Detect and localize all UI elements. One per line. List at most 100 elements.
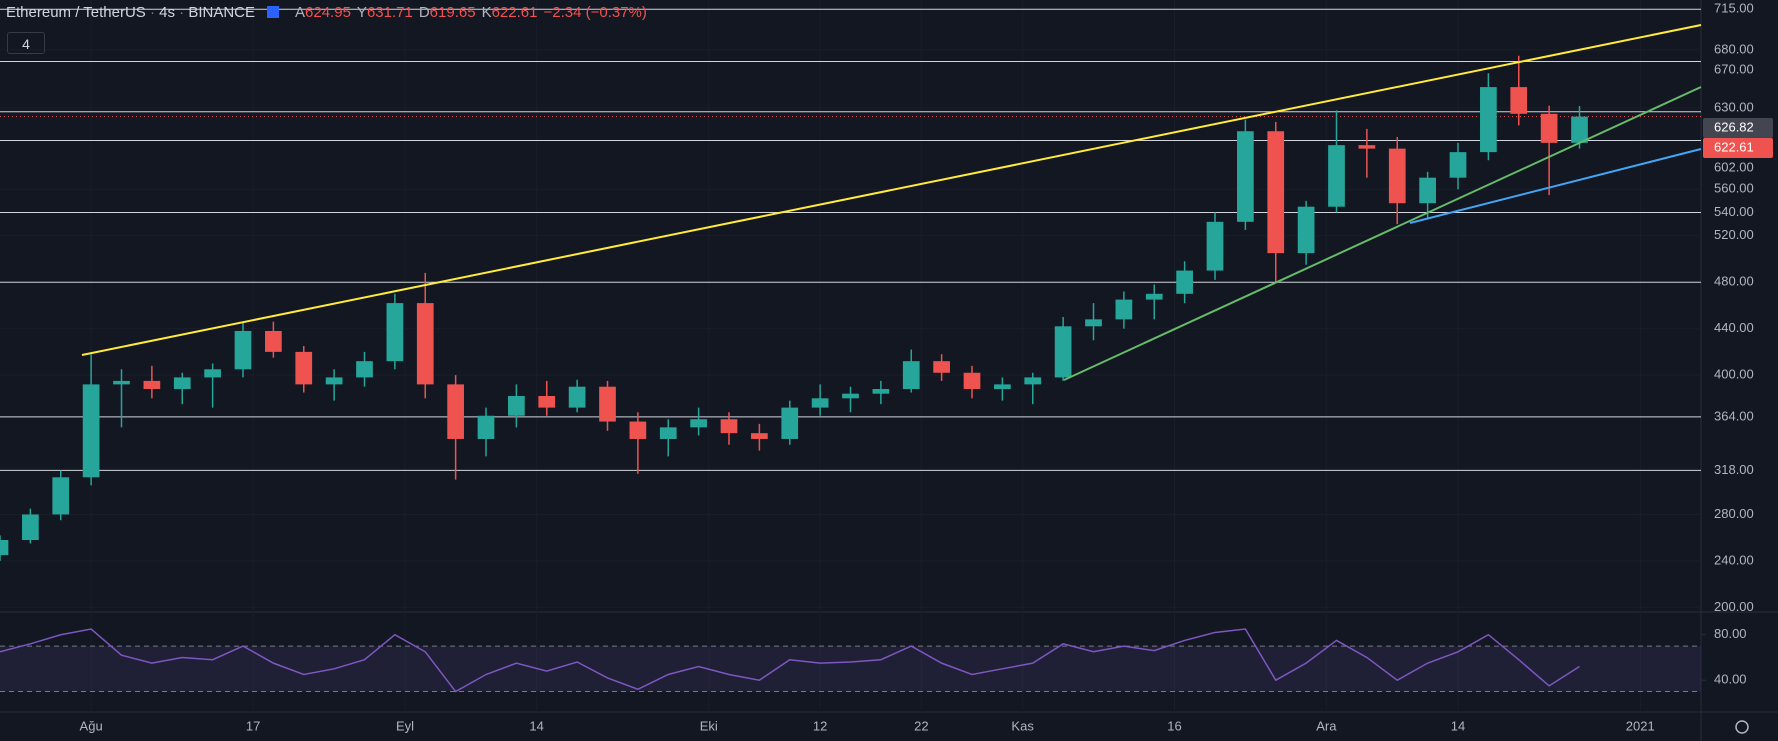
y-tick-label: 630.00 — [1714, 99, 1754, 114]
ohlc-value: 619.65 — [429, 4, 476, 21]
y-tick-label-group: 626.82 — [1703, 118, 1773, 138]
candle-body — [295, 351, 313, 385]
candle-body — [1540, 113, 1558, 143]
candle-body — [82, 384, 100, 478]
candle-body — [416, 303, 434, 385]
ohlc-key: Y — [356, 4, 367, 21]
y-tick-label-group: 630.00 — [1714, 99, 1754, 114]
candle-body — [811, 398, 829, 408]
candle-body — [52, 477, 70, 515]
y-tick-label-group: 602.00 — [1714, 159, 1754, 174]
y-tick-label: 715.00 — [1714, 1, 1754, 16]
x-tick-label: 16 — [1167, 718, 1181, 733]
candle-body — [1571, 116, 1588, 143]
ohlc-key: A — [295, 4, 306, 21]
ohlc-key: D — [418, 4, 430, 21]
y-tick-label: 364.00 — [1714, 408, 1754, 423]
settings-icon[interactable] — [1735, 720, 1749, 734]
candle-body — [1449, 152, 1467, 178]
x-tick-label: 14 — [1451, 718, 1465, 733]
y-tick-label-group: 680.00 — [1714, 41, 1754, 56]
candle-body — [325, 377, 343, 385]
y-tick-label: 240.00 — [1714, 552, 1754, 567]
y-tick-label: 520.00 — [1714, 227, 1754, 242]
candle-body — [902, 361, 920, 390]
candle-body — [386, 303, 404, 362]
candle-body — [204, 369, 221, 378]
interval: 4s — [159, 4, 175, 21]
candle-body — [1054, 326, 1072, 378]
y-tick-label-group: 318.00 — [1714, 462, 1754, 477]
y-tick-label: 200.00 — [1714, 599, 1754, 614]
price-tag — [1703, 118, 1773, 138]
candle-body — [1388, 148, 1406, 204]
y-tick-label-group: 480.00 — [1714, 274, 1754, 289]
candle-body — [1480, 87, 1497, 153]
candle-body — [659, 427, 677, 439]
indicator-line — [0, 628, 1580, 693]
candle-body — [1358, 145, 1376, 149]
candle-body — [173, 377, 191, 390]
candle-body — [1024, 377, 1042, 385]
indicator-toggle[interactable]: 4 — [7, 32, 45, 54]
price-axis: 200.00 240.00 280.00 400.00 440.00 520.00 560.… — [1703, 1, 1773, 614]
candle-body — [113, 380, 130, 385]
candle-body — [963, 372, 981, 390]
y-tick-label: 80.00 — [1714, 626, 1747, 641]
candle-body — [872, 389, 890, 394]
candle-body — [143, 380, 161, 390]
ohlc-value: 631.71 — [366, 4, 413, 21]
y-tick-label: 400.00 — [1714, 367, 1754, 382]
y-tick-label-group: 622.61 — [1703, 138, 1773, 158]
y-tick-label-group: 440.00 — [1714, 320, 1754, 335]
trend-line — [1409, 148, 1702, 224]
candle-body — [1267, 131, 1285, 254]
y-tick-label-group: 715.00 — [1714, 1, 1754, 16]
candle-body — [1115, 299, 1133, 320]
candle-body — [356, 361, 373, 378]
price-tag — [1703, 138, 1773, 158]
candle-body — [1176, 270, 1193, 294]
x-tick-label: Kas — [1011, 718, 1034, 733]
x-tick-label: 17 — [246, 718, 260, 733]
candle-body — [538, 396, 556, 408]
symbol: Ethereum / TetherUS — [6, 4, 146, 21]
candle-body — [720, 419, 738, 434]
candle-body — [447, 384, 464, 439]
candle-body — [599, 386, 616, 422]
y-tick-label: 318.00 — [1714, 462, 1754, 477]
candle-body — [477, 415, 495, 439]
candle-body — [1297, 206, 1315, 254]
candle-body — [781, 407, 799, 439]
x-tick-label: Ara — [1316, 718, 1337, 733]
candle-body — [1328, 145, 1345, 207]
exchange: BINANCE — [188, 4, 256, 21]
ohlc-value: 622.61 — [491, 4, 538, 21]
y-tick-label-group: 540.00 — [1714, 204, 1754, 219]
symbol-header: Ethereum / TetherUS · 4s · BINANCE A624.9… — [6, 4, 647, 21]
candle-body — [265, 330, 282, 352]
y-tick-label: 540.00 — [1714, 204, 1754, 219]
y-tick-label-group: 280.00 — [1714, 506, 1754, 521]
trend-line — [81, 24, 1702, 356]
candle-body — [234, 330, 252, 370]
candle-body — [1145, 293, 1163, 300]
y-tick-label: 560.00 — [1714, 181, 1754, 196]
x-tick-label: Eki — [700, 718, 718, 733]
y-tick-label: 626.82 — [1714, 119, 1754, 134]
candle-body — [1419, 177, 1436, 204]
y-tick-label: 480.00 — [1714, 274, 1754, 289]
candle-body — [690, 419, 707, 428]
y-tick-label: 670.00 — [1714, 61, 1754, 76]
trend-line — [1063, 86, 1702, 381]
x-tick-label: Ağu — [80, 718, 103, 733]
y-tick-label: 280.00 — [1714, 506, 1754, 521]
candle-body — [1206, 221, 1224, 271]
y-tick-label-group: 520.00 — [1714, 227, 1754, 242]
candle-body — [994, 384, 1011, 390]
candle-body — [629, 421, 647, 439]
y-tick-label: 622.61 — [1714, 139, 1754, 154]
candle-body — [0, 540, 9, 556]
candle-body — [842, 393, 859, 399]
